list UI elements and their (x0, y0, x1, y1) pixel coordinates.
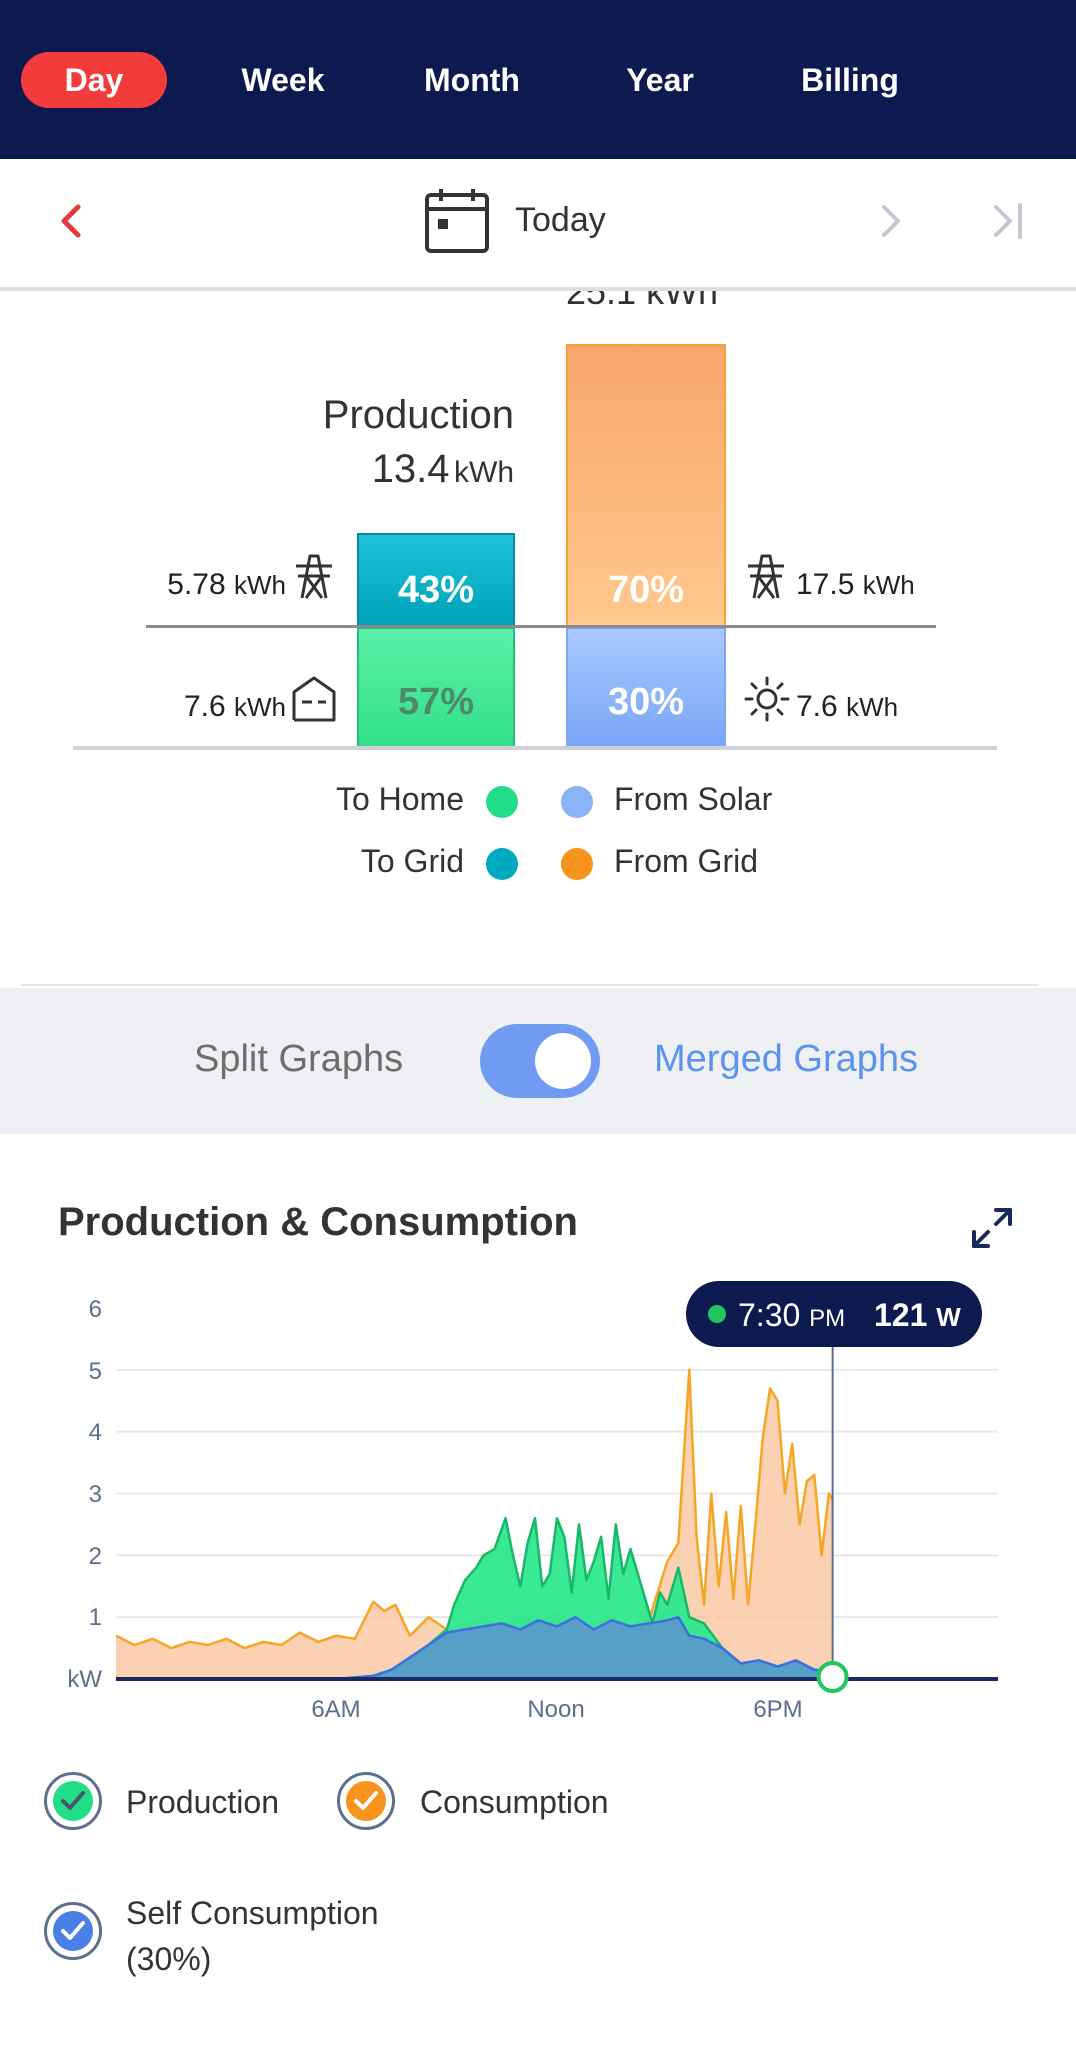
production-check-fill (53, 1781, 93, 1821)
tooltip-time-value: 7:30 (738, 1297, 801, 1333)
y-tick-label: kW (67, 1666, 102, 1693)
self-consumption-label-line2: (30%) (126, 1941, 212, 1977)
production-title: Production (322, 393, 514, 437)
production-unit: kWh (454, 456, 514, 489)
from-solar-unit: kWh (846, 692, 899, 722)
to-home-bar[interactable]: 57% (357, 627, 515, 748)
from-solar-value: 7.6 kWh (796, 690, 898, 724)
tab-month[interactable]: Month (424, 62, 520, 98)
tab-year[interactable]: Year (626, 62, 694, 98)
from-grid-percent: 70% (607, 569, 685, 611)
legend-from-solar-label: From Solar (614, 781, 773, 817)
y-tick-label: 2 (88, 1543, 102, 1570)
tooltip-dot (708, 1305, 726, 1323)
self-consumption-check-fill (53, 1911, 93, 1951)
self-consumption-label-line1: Self Consumption (126, 1895, 379, 1931)
y-tick-label: 6 (88, 1296, 102, 1323)
date-label[interactable]: Today (515, 201, 606, 239)
legend-from-grid-label: From Grid (614, 843, 758, 879)
to-grid-bar[interactable]: 43% (357, 533, 515, 627)
period-tab-bar: Day Week Month Year Billing (0, 0, 1076, 159)
tooltip-power-unit: W (936, 1302, 961, 1332)
tooltip-power: 121 W (874, 1297, 961, 1334)
checkmark-icon (61, 1791, 85, 1810)
power-tower-icon (748, 554, 784, 599)
consumption-total: 25.1 kWh (566, 291, 719, 312)
y-tick-label: 5 (88, 1358, 102, 1385)
production-checkbox[interactable] (44, 1772, 102, 1830)
date-navigation: Today (0, 159, 1076, 291)
tooltip-time: 7:30 PM (738, 1297, 845, 1334)
to-grid-unit: kWh (234, 570, 286, 600)
from-solar-bar[interactable]: 30% (566, 627, 726, 748)
section-divider (21, 984, 1039, 986)
y-tick-label: 4 (88, 1419, 102, 1446)
from-grid-unit: kWh (862, 570, 915, 600)
home-icon (292, 676, 336, 722)
expand-icon[interactable] (970, 1206, 1014, 1250)
to-home-value: 7.6 kWh (100, 690, 286, 724)
consumption-check-fill (346, 1781, 386, 1821)
sun-icon (744, 676, 790, 722)
x-tick-label: Noon (527, 1696, 585, 1723)
merged-graphs-label[interactable]: Merged Graphs (654, 1038, 919, 1080)
power-tower-icon (296, 554, 332, 599)
from-solar-number: 7.6 (796, 690, 838, 723)
production-consumption-chart[interactable] (0, 1260, 1076, 1700)
self-consumption-area (116, 1617, 833, 1679)
consumption-checkbox[interactable] (337, 1772, 395, 1830)
from-grid-value: 17.5 kWh (796, 568, 915, 602)
legend-to-home-label: To Home (335, 781, 464, 817)
chevron-left-icon[interactable] (52, 201, 92, 241)
middle-divider-line (146, 625, 936, 628)
y-tick-label: 3 (88, 1481, 102, 1508)
graph-mode-toggle-section: Split Graphs Merged Graphs (0, 988, 1076, 1134)
production-line (116, 1516, 833, 1681)
tooltip-power-value: 121 (874, 1297, 928, 1333)
split-graphs-label[interactable]: Split Graphs (194, 1038, 404, 1080)
cursor-marker (816, 1661, 849, 1693)
consumption-area (116, 1369, 833, 1679)
energy-summary: 25.1 kWh (0, 291, 1076, 986)
legend-from-grid-dot (561, 848, 593, 880)
x-tick-label: 6AM (311, 1696, 361, 1723)
legend-to-grid-label: To Grid (360, 843, 464, 879)
to-grid-number: 5.78 (167, 568, 226, 601)
y-tick-label: 1 (88, 1604, 102, 1631)
chart-tooltip: 7:30 PM 121 W (686, 1281, 982, 1347)
legend-to-grid-dot (486, 848, 518, 880)
to-grid-value: 5.78 kWh (100, 568, 286, 602)
to-home-number: 7.6 (183, 690, 226, 723)
consumption-toggle-label[interactable]: Consumption (420, 1784, 609, 1820)
from-grid-bar[interactable]: 70% (566, 344, 726, 627)
chevron-right-icon[interactable] (870, 201, 910, 241)
legend-to-home-dot (486, 786, 518, 818)
graph-mode-switch[interactable] (480, 1024, 600, 1098)
switch-knob (535, 1033, 591, 1089)
self-consumption-line (116, 1615, 833, 1681)
tab-day[interactable]: Day (21, 52, 167, 108)
to-grid-percent: 43% (397, 569, 475, 611)
from-grid-number: 17.5 (796, 568, 855, 601)
chart-title: Production & Consumption (58, 1200, 578, 1244)
x-tick-label: 6PM (753, 1696, 803, 1723)
production-number: 13.4 (371, 447, 450, 491)
production-toggle-label[interactable]: Production (126, 1784, 279, 1820)
self-consumption-toggle-label[interactable]: Self Consumption (30%) (126, 1890, 379, 1982)
tab-billing[interactable]: Billing (801, 62, 899, 98)
to-home-percent: 57% (397, 681, 475, 723)
from-solar-percent: 30% (607, 681, 685, 723)
baseline-divider (73, 746, 997, 750)
calendar-icon[interactable] (424, 187, 490, 255)
to-home-unit: kWh (234, 692, 286, 722)
skip-to-end-icon[interactable] (988, 201, 1028, 241)
tooltip-ampm: PM (809, 1305, 846, 1332)
legend-from-solar-dot (561, 786, 593, 818)
checkmark-icon (61, 1921, 85, 1940)
tab-week[interactable]: Week (241, 62, 325, 98)
checkmark-icon (354, 1791, 378, 1810)
production-value: 13.4 kWh (200, 447, 514, 492)
self-consumption-checkbox[interactable] (44, 1902, 102, 1960)
